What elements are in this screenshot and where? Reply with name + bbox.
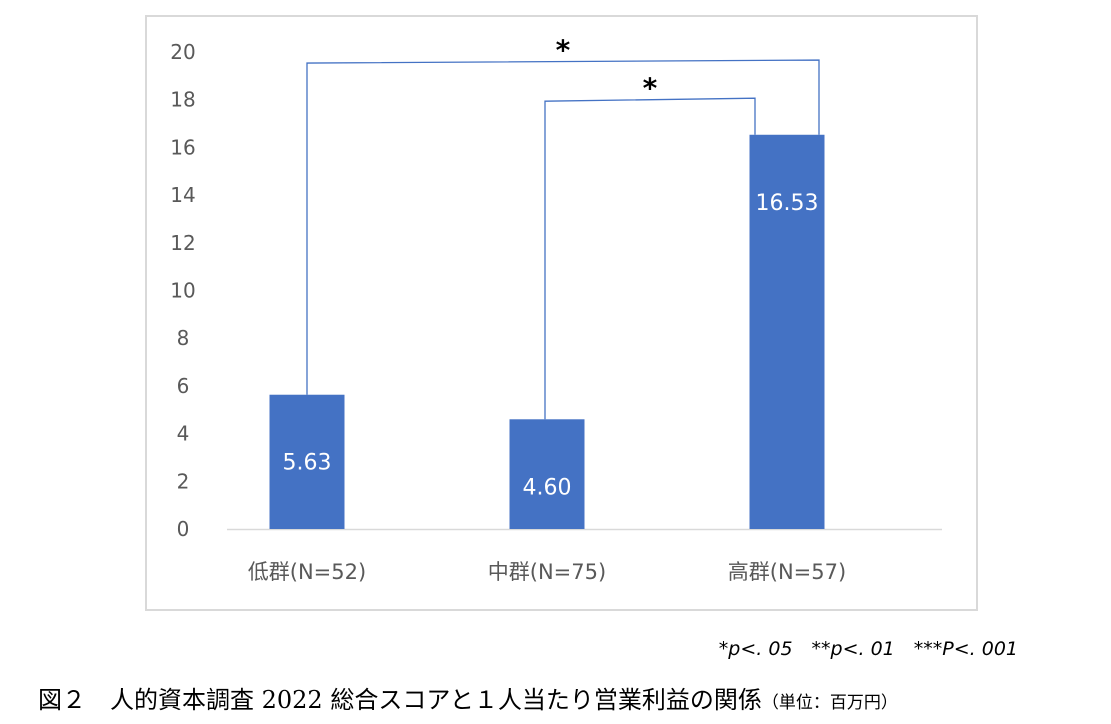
y-tick-label: 2 [177, 469, 190, 493]
y-tick-label: 4 [177, 422, 190, 446]
chart-frame: 0 2 4 6 8 10 12 14 16 18 20 5.63 低群(N=52) 4.60 中群(N=75… [145, 15, 978, 611]
y-tick-label: 10 [170, 279, 195, 303]
bar [269, 394, 345, 529]
bar [509, 419, 585, 529]
y-tick-label: 12 [170, 231, 195, 255]
caption-unit: （単位：百万円） [761, 693, 898, 713]
x-category-label: 低群(N=52) [248, 560, 366, 584]
significance-bracket [306, 59, 820, 395]
y-tick-label: 16 [170, 135, 195, 159]
bar-value-label: 5.63 [283, 451, 332, 476]
bar-chart: 0 2 4 6 8 10 12 14 16 18 20 5.63 低群(N=52) 4.60 中群(N=75… [170, 34, 942, 584]
y-tick-label: 18 [170, 88, 195, 112]
y-tick-label: 14 [170, 183, 195, 207]
significance-footnote: *p<. 05 **p<. 01 ***P<. 001 [718, 638, 1018, 660]
significance-star: * [556, 34, 571, 67]
y-tick-label: 0 [177, 517, 190, 541]
bar-value-label: 16.53 [756, 191, 819, 216]
bar [749, 134, 825, 529]
x-category-label: 高群(N=57) [728, 560, 846, 584]
figure-caption: 図２ 人的資本調査 2022 総合スコアと１人当たり営業利益の関係（単位：百万円… [38, 680, 898, 715]
bar-value-label: 4.60 [523, 475, 572, 500]
significance-bracket [544, 97, 756, 420]
y-tick-label: 20 [170, 40, 195, 64]
y-tick-label: 8 [177, 326, 190, 350]
y-tick-label: 6 [177, 374, 190, 398]
caption-title: 図２ 人的資本調査 2022 総合スコアと１人当たり営業利益の関係 [38, 686, 762, 714]
significance-star: * [643, 72, 658, 105]
x-category-label: 中群(N=75) [488, 560, 606, 584]
